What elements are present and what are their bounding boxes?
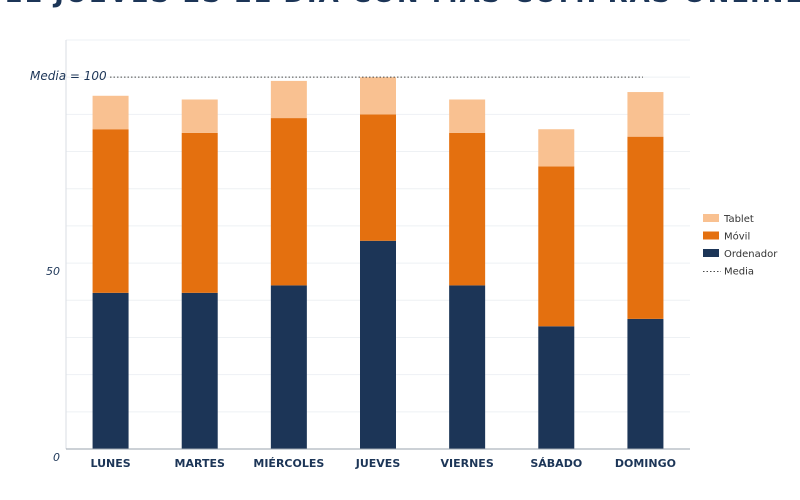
bar-ordenador: [181, 292, 218, 449]
bar-tablet: [92, 95, 129, 130]
x-tick-label: MIÉRCOLES: [253, 457, 324, 470]
x-tick-label: LUNES: [90, 457, 130, 470]
x-tick-label: JUEVES: [355, 457, 401, 470]
x-tick-label: SÁBADO: [530, 457, 582, 470]
bar-tablet: [627, 92, 664, 137]
bar-movil: [92, 129, 129, 293]
bar-ordenador: [360, 240, 396, 449]
legend-swatch: [703, 231, 719, 240]
axes: 0 50 LUNES MARTES MIÉRCOLES JUEVES VIERNES SÁBA…: [46, 40, 690, 470]
bar-movil: [627, 136, 664, 319]
bar-ordenador: [270, 285, 307, 449]
bar-tablet: [538, 129, 575, 167]
bar-ordenador: [627, 318, 664, 449]
x-tick-label: VIERNES: [441, 457, 494, 470]
legend-label: Móvil: [724, 231, 750, 243]
y-tick-label: 0: [53, 451, 60, 464]
legend-label: Tablet: [723, 214, 754, 225]
bar-tablet: [360, 77, 396, 115]
legend-label: Ordenador: [724, 249, 778, 260]
bar-movil: [538, 166, 575, 327]
chart-title: EL JUEVES ES EL DÍA CON MÁS COMPRAS ONLI…: [5, 0, 800, 9]
bar-tablet: [181, 99, 218, 133]
bar-movil: [360, 114, 396, 241]
bar-ordenador: [538, 326, 575, 449]
average-line: Media = 100: [30, 69, 643, 83]
y-tick-label: 50: [46, 265, 60, 278]
bar-movil: [449, 132, 486, 286]
legend-swatch: [703, 214, 719, 222]
bars: [92, 77, 664, 449]
bar-movil: [181, 132, 218, 293]
legend-label: Media: [724, 267, 754, 278]
legend-swatch: [703, 249, 719, 257]
x-tick-label: DOMINGO: [615, 457, 676, 470]
bar-movil: [270, 118, 307, 286]
bar-tablet: [449, 99, 486, 133]
bar-tablet: [270, 80, 307, 119]
x-tick-label: MARTES: [175, 457, 225, 470]
bar-ordenador: [449, 285, 486, 449]
average-label: Media = 100: [30, 69, 107, 83]
legend: Tablet Móvil Ordenador Media: [703, 214, 778, 278]
bar-ordenador: [92, 292, 129, 449]
